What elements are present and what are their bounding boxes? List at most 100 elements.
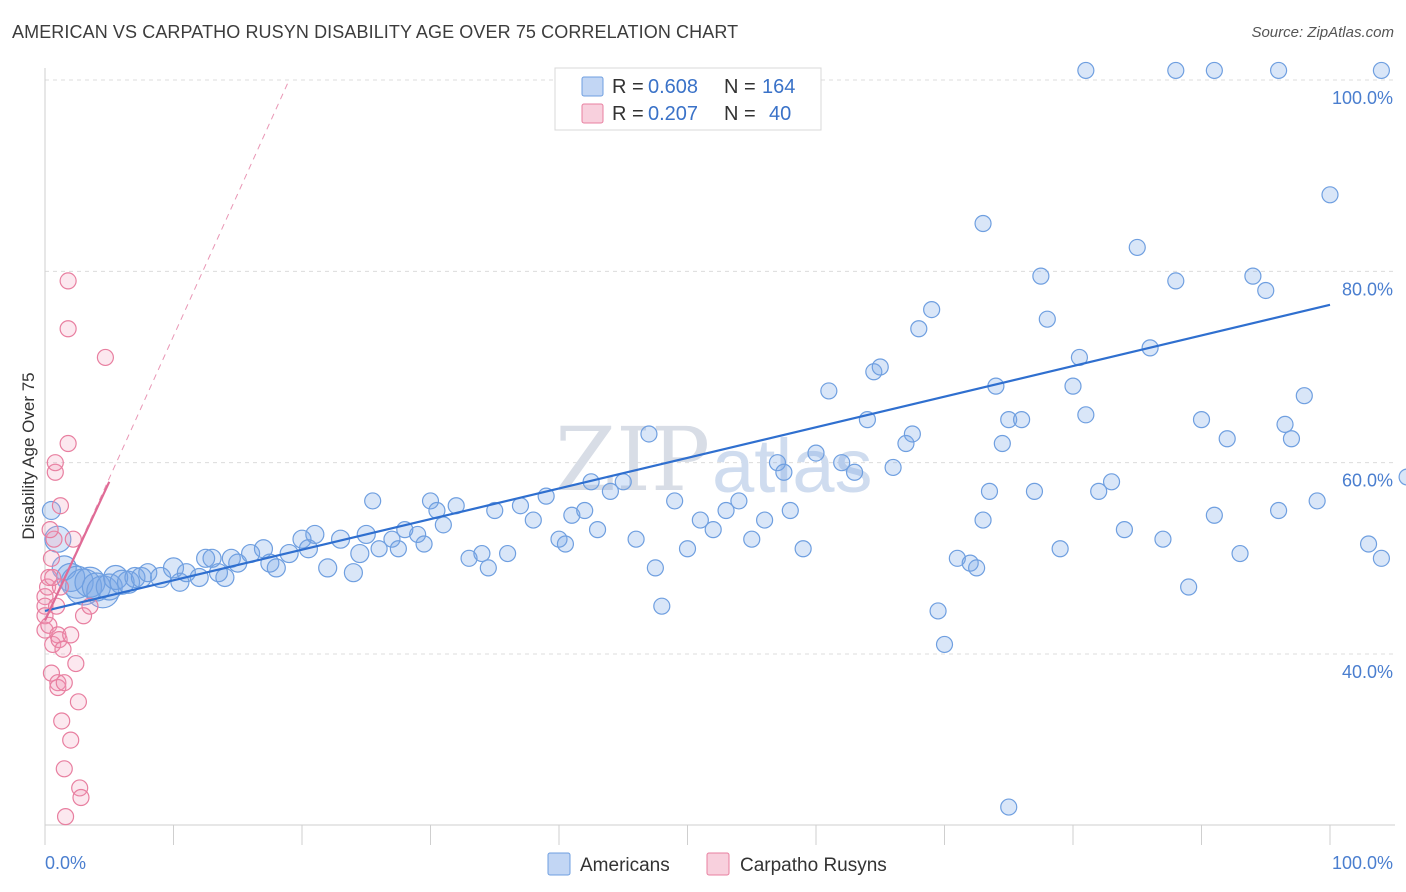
legend-swatch-americans bbox=[547, 852, 571, 876]
americans-point bbox=[1321, 186, 1339, 204]
carpatho-rusyns-point bbox=[56, 808, 75, 826]
americans-point bbox=[1154, 530, 1172, 548]
americans-point bbox=[364, 492, 382, 510]
americans-point bbox=[775, 463, 793, 481]
americans-point bbox=[1372, 549, 1391, 567]
carpatho-rusyns-point bbox=[41, 521, 59, 539]
americans-point bbox=[1269, 501, 1288, 520]
americans-point bbox=[343, 563, 363, 583]
carpatho-rusyns-point bbox=[45, 530, 63, 548]
americans-point bbox=[1282, 430, 1301, 448]
series-legend: Americans Carpatho Rusyns bbox=[547, 852, 887, 876]
carpatho-rusyns-point bbox=[51, 497, 70, 515]
stats-n-label-1: N = bbox=[724, 76, 756, 98]
watermark: ZIP atlas bbox=[555, 408, 873, 511]
americans-point bbox=[691, 511, 709, 529]
stats-r-label-2: R = bbox=[612, 103, 644, 125]
carpatho-rusyns-point bbox=[42, 664, 61, 682]
americans-point bbox=[1167, 272, 1185, 290]
watermark-atlas: atlas bbox=[712, 424, 873, 509]
americans-point bbox=[903, 425, 921, 443]
americans-point bbox=[1000, 798, 1018, 816]
y-tick-label-40: 40.0% bbox=[1342, 662, 1393, 682]
americans-point bbox=[1025, 482, 1044, 500]
stats-n-value-2: 40 bbox=[769, 103, 791, 125]
americans-point bbox=[124, 566, 146, 589]
americans-point bbox=[1051, 540, 1069, 558]
stats-n-label-2: N = bbox=[724, 103, 756, 125]
x-tick-label-max: 100.0% bbox=[1332, 853, 1393, 873]
americans-point bbox=[1032, 267, 1050, 285]
americans-point bbox=[138, 563, 158, 583]
legend-label-rusyns: Carpatho Rusyns bbox=[740, 855, 887, 876]
americans-point bbox=[730, 492, 748, 510]
americans-point bbox=[1205, 61, 1223, 80]
americans-point bbox=[253, 539, 274, 559]
x-tick-label-min: 0.0% bbox=[45, 853, 86, 873]
watermark-zip: ZIP bbox=[555, 408, 710, 511]
americans-point bbox=[318, 558, 338, 578]
source-credit: Source: ZipAtlas.com bbox=[1251, 24, 1394, 41]
y-tick-label-100: 100.0% bbox=[1332, 88, 1393, 108]
americans-point bbox=[678, 540, 697, 558]
americans-point bbox=[524, 511, 542, 529]
americans-point bbox=[768, 454, 787, 472]
americans-point bbox=[1167, 61, 1185, 80]
americans-point bbox=[370, 540, 388, 558]
carpatho-rusyns-point bbox=[46, 454, 64, 472]
americans-point bbox=[1077, 406, 1095, 424]
americans-point bbox=[833, 454, 851, 472]
carpatho-rusyns-point bbox=[40, 568, 58, 587]
stats-n-value-1: 164 bbox=[762, 76, 795, 98]
americans-point bbox=[460, 549, 478, 567]
americans-point bbox=[666, 492, 684, 510]
americans-point bbox=[794, 540, 812, 558]
americans-point bbox=[292, 529, 312, 549]
americans-points bbox=[41, 61, 1406, 816]
americans-point bbox=[389, 540, 407, 558]
americans-point bbox=[486, 501, 504, 520]
carpatho-rusyns-point bbox=[54, 640, 72, 658]
americans-point bbox=[1244, 267, 1262, 285]
americans-point bbox=[202, 548, 222, 568]
trend-lines bbox=[44, 79, 1331, 621]
legend-swatch-rusyns bbox=[706, 852, 730, 876]
carpatho-rusyns-point bbox=[72, 788, 90, 807]
americans-point bbox=[1308, 492, 1326, 510]
americans-point bbox=[1115, 521, 1134, 539]
americans-point bbox=[383, 530, 401, 548]
americans-point bbox=[1180, 578, 1198, 596]
americans-point bbox=[109, 569, 135, 595]
chart-title: AMERICAN VS CARPATHO RUSYN DISABILITY AG… bbox=[12, 22, 739, 42]
carpatho-rusyns-point bbox=[59, 272, 77, 290]
carpatho-rusyns-point bbox=[62, 626, 80, 644]
americans-point bbox=[884, 458, 902, 477]
americans-point bbox=[871, 358, 889, 376]
axes bbox=[44, 68, 1395, 845]
carpatho-rusyns-point bbox=[74, 607, 93, 625]
carpatho-rusyns-point bbox=[59, 434, 77, 453]
americans-point bbox=[189, 567, 209, 588]
americans-point bbox=[929, 602, 947, 620]
tick-labels: 40.0% 60.0% 80.0% 100.0% 0.0% 100.0% bbox=[45, 88, 1393, 873]
carpatho-rusyns-points bbox=[36, 272, 114, 826]
carpatho-rusyns-point bbox=[59, 320, 77, 338]
americans-point bbox=[588, 521, 607, 539]
carpatho-rusyns-point bbox=[55, 674, 73, 692]
stats-r-value-1: 0.608 bbox=[648, 76, 698, 98]
americans-point bbox=[499, 544, 517, 563]
americans-point bbox=[1295, 387, 1313, 405]
americans-point bbox=[980, 482, 999, 500]
americans-point bbox=[601, 482, 620, 500]
americans-trend-line bbox=[44, 303, 1331, 613]
stats-legend-swatch-rusyns bbox=[581, 103, 604, 124]
carpatho-rusyns-point bbox=[69, 693, 88, 711]
americans-point bbox=[1269, 61, 1288, 80]
americans-point bbox=[473, 544, 491, 563]
americans-point bbox=[563, 506, 581, 524]
stats-legend-swatch-americans bbox=[581, 76, 604, 97]
americans-point bbox=[1038, 310, 1056, 328]
stats-legend: R = 0.608 N = 164 R = 0.207 N = 40 bbox=[554, 67, 822, 131]
carpatho-rusyns-point bbox=[44, 568, 62, 587]
